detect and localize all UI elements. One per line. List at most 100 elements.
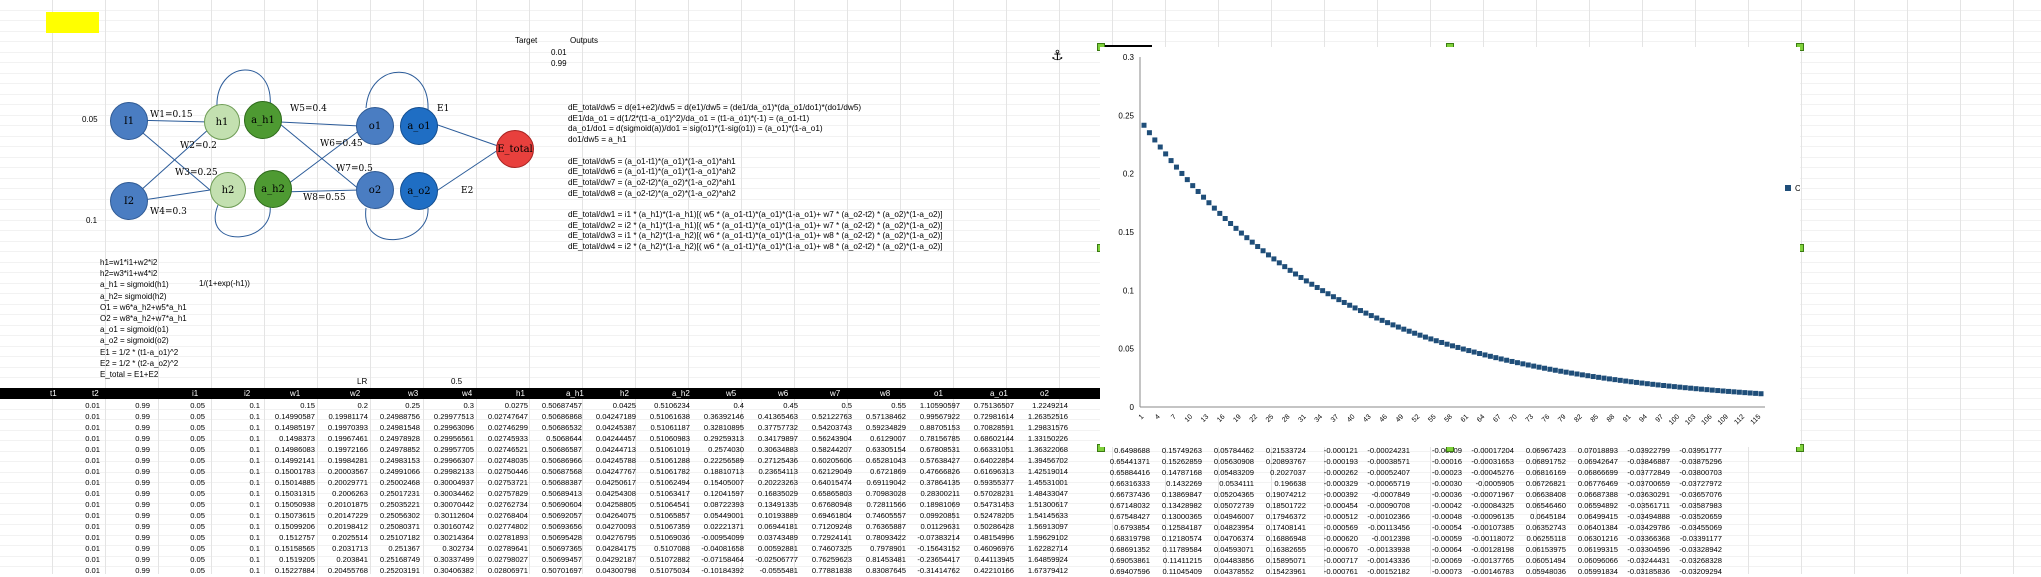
table-cell[interactable]: -0.00065719: [1367, 479, 1410, 488]
table-cell[interactable]: 0.04245387: [595, 423, 636, 432]
table-cell[interactable]: -0.03185836: [1627, 567, 1670, 576]
table-cell[interactable]: 0.1512757: [279, 533, 315, 542]
table-cell[interactable]: 0.1: [249, 434, 260, 443]
table-cell[interactable]: -0.00054: [1432, 523, 1462, 532]
table-cell[interactable]: 0.05: [190, 533, 205, 542]
table-cell[interactable]: 0.1: [249, 500, 260, 509]
table-cell[interactable]: 0.46096976: [973, 544, 1014, 553]
table-cell[interactable]: 0.06866699: [1577, 468, 1618, 477]
table-cell[interactable]: 0.05: [190, 423, 205, 432]
table-cell[interactable]: 0.52122763: [811, 412, 852, 421]
table-cell[interactable]: 0.68602144: [973, 434, 1014, 443]
table-cell[interactable]: -0.03244431: [1627, 556, 1670, 565]
table-cell[interactable]: 0.60205606: [811, 456, 852, 465]
table-cell[interactable]: 0.06255118: [1526, 534, 1566, 543]
table-cell[interactable]: 0.05948036: [1525, 567, 1566, 576]
table-cell[interactable]: 0.68319798: [1109, 534, 1150, 543]
table-cell[interactable]: 0.06096066: [1577, 556, 1618, 565]
table-cell[interactable]: 0.52478205: [973, 511, 1014, 520]
table-cell[interactable]: 0.50692057: [541, 511, 582, 520]
table-cell[interactable]: 0.27125436: [757, 456, 798, 465]
table-cell[interactable]: 0.30004937: [433, 478, 474, 487]
table-cell[interactable]: 0.14992141: [274, 456, 315, 465]
table-cell[interactable]: 0.1: [249, 401, 260, 410]
table-cell[interactable]: 0.24978852: [379, 445, 420, 454]
table-cell[interactable]: -0.000454: [1323, 501, 1358, 510]
table-cell[interactable]: 0.15423961: [1265, 567, 1306, 576]
table-cell[interactable]: -0.00024231: [1367, 446, 1410, 455]
table-cell[interactable]: 0.06687388: [1577, 490, 1618, 499]
table-cell[interactable]: -0.03630291: [1627, 490, 1670, 499]
table-cell[interactable]: 0.20147229: [327, 511, 368, 520]
table-cell[interactable]: -0.00096135: [1471, 512, 1514, 521]
table-cell[interactable]: -0.00030: [1432, 479, 1462, 488]
table-cell[interactable]: 0.02745933: [487, 434, 528, 443]
table-cell[interactable]: -0.03494888: [1627, 512, 1670, 521]
table-cell[interactable]: -0.03328942: [1679, 545, 1722, 554]
table-cell[interactable]: 0.48154996: [973, 533, 1014, 542]
table-cell[interactable]: 0.15050938: [274, 500, 315, 509]
table-cell[interactable]: 0.01: [85, 445, 100, 454]
table-cell[interactable]: 0.02768404: [487, 511, 528, 520]
table-cell[interactable]: 0.05: [190, 401, 205, 410]
table-cell[interactable]: 0.04245788: [595, 456, 636, 465]
lr-value[interactable]: 0.5: [451, 377, 463, 386]
table-cell[interactable]: 0.50697365: [541, 544, 582, 553]
table-cell[interactable]: 0.30070442: [433, 500, 474, 509]
table-cell[interactable]: -0.00137765: [1471, 556, 1514, 565]
table-cell[interactable]: -0.00118072: [1471, 534, 1514, 543]
table-cell[interactable]: 0.01: [85, 478, 100, 487]
table-cell[interactable]: 0.06401384: [1577, 523, 1618, 532]
table-cell[interactable]: 0.04258805: [595, 500, 636, 509]
table-cell[interactable]: 0.77881838: [811, 566, 852, 575]
table-cell[interactable]: 1.36322068: [1027, 445, 1068, 454]
table-cell[interactable]: 0.04244713: [595, 445, 636, 454]
table-cell[interactable]: 0.05991834: [1577, 567, 1618, 576]
table-cell[interactable]: 0.06776469: [1577, 479, 1618, 488]
table-cell[interactable]: 0.1: [249, 467, 260, 476]
table-cell[interactable]: 0.1519205: [279, 555, 315, 564]
table-cell[interactable]: 0.14990587: [274, 412, 315, 421]
table-cell[interactable]: 0.5107088: [654, 544, 690, 553]
table-cell[interactable]: 1.64859924: [1027, 555, 1068, 564]
table-cell[interactable]: 0.99: [135, 533, 150, 542]
table-cell[interactable]: 0.30337499: [433, 555, 474, 564]
table-cell[interactable]: 0.05: [190, 478, 205, 487]
table-cell[interactable]: 0.51061782: [649, 467, 690, 476]
table-cell[interactable]: 0.12584187: [1161, 523, 1202, 532]
table-cell[interactable]: -0.00133938: [1367, 545, 1410, 554]
table-cell[interactable]: 0.30034462: [433, 489, 474, 498]
table-cell[interactable]: -0.00152182: [1367, 567, 1410, 576]
table-cell[interactable]: 0.06594892: [1577, 501, 1618, 510]
table-cell[interactable]: 0.01: [85, 489, 100, 498]
table-cell[interactable]: 0.72924141: [811, 533, 852, 542]
table-cell[interactable]: -0.000262: [1323, 468, 1358, 477]
table-cell[interactable]: 0.55: [891, 401, 906, 410]
table-cell[interactable]: 0.20003567: [327, 467, 368, 476]
table-cell[interactable]: 0.04270093: [595, 522, 636, 531]
table-cell[interactable]: 0.1: [249, 456, 260, 465]
table-cell[interactable]: -0.00031653: [1471, 457, 1514, 466]
table-cell[interactable]: 0.69053861: [1109, 556, 1150, 565]
table-cell[interactable]: -0.15643152: [917, 544, 960, 553]
table-cell[interactable]: 0.1: [249, 566, 260, 575]
loss-chart[interactable]: 0 0.05 0.1 0.15 0.2 0.25 0.3 1 4 7 10 13 16 19 22 25 28 3…: [1100, 47, 1800, 447]
table-cell[interactable]: 0.08722393: [703, 500, 744, 509]
table-cell[interactable]: 0.1: [249, 555, 260, 564]
table-cell[interactable]: 0.99: [135, 445, 150, 454]
table-cell[interactable]: -0.03875296: [1679, 457, 1722, 466]
table-cell[interactable]: -0.00048: [1432, 512, 1462, 521]
table-cell[interactable]: 0.1: [249, 533, 260, 542]
table-cell[interactable]: 0.99: [135, 412, 150, 421]
table-cell[interactable]: 0.50686868: [541, 412, 582, 421]
table-cell[interactable]: 0.17946372: [1265, 512, 1306, 521]
table-cell[interactable]: 0.24988756: [379, 412, 420, 421]
table-cell[interactable]: 0.19972166: [327, 445, 368, 454]
table-cell[interactable]: 0.05483209: [1213, 468, 1254, 477]
table-cell[interactable]: -0.03209294: [1679, 567, 1722, 576]
table-cell[interactable]: 0.29966307: [433, 456, 474, 465]
table-cell[interactable]: 1.54145633: [1027, 511, 1068, 520]
table-cell[interactable]: 0.25203191: [379, 566, 420, 575]
table-cell[interactable]: 0.24978928: [379, 434, 420, 443]
table-cell[interactable]: 0.04706374: [1213, 534, 1254, 543]
